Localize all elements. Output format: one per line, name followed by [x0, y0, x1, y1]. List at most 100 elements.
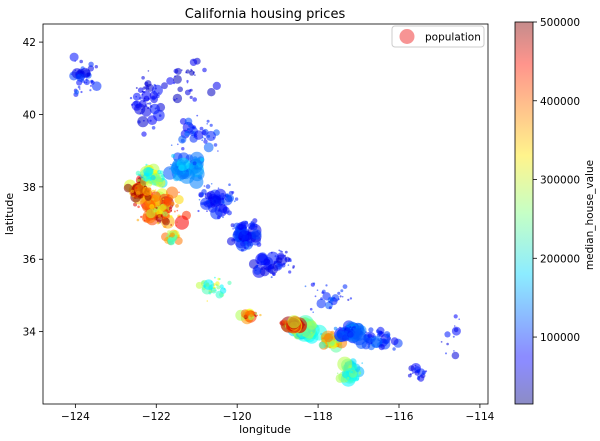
data-point [169, 232, 175, 238]
data-point [274, 269, 276, 272]
data-point [337, 356, 353, 372]
data-points [69, 52, 461, 387]
data-point [151, 126, 156, 130]
data-point [349, 326, 352, 328]
data-point [310, 331, 313, 334]
data-point [194, 74, 196, 76]
data-point [253, 266, 262, 275]
data-point [86, 72, 91, 77]
data-point [88, 61, 94, 67]
data-point [339, 295, 342, 298]
data-point [185, 169, 189, 173]
data-point [162, 217, 170, 226]
data-point [192, 161, 197, 166]
data-point [458, 318, 461, 321]
data-point [255, 264, 259, 268]
data-point [365, 337, 373, 345]
data-point [254, 312, 257, 315]
data-point [444, 331, 451, 338]
data-point [284, 257, 287, 260]
data-point [272, 273, 275, 276]
data-point [155, 214, 164, 222]
data-point [136, 218, 140, 222]
data-point [77, 85, 81, 89]
data-point [304, 285, 307, 288]
data-point [312, 311, 315, 314]
data-point [196, 114, 199, 117]
data-point [200, 197, 213, 210]
y-tick-label: 42 [23, 37, 36, 49]
x-tick-label: −116 [385, 411, 414, 423]
data-point [204, 193, 207, 196]
data-point [346, 331, 354, 338]
data-point [267, 264, 273, 270]
data-point [215, 281, 220, 286]
data-point [141, 108, 143, 111]
data-point [203, 137, 206, 140]
data-point [226, 210, 232, 216]
data-point [419, 375, 422, 378]
data-point [161, 82, 168, 90]
data-point [192, 72, 195, 75]
data-point [188, 168, 190, 170]
data-point [451, 326, 461, 336]
data-point [201, 193, 204, 196]
colorbar-tick-label: 500000 [540, 17, 580, 29]
data-point [74, 89, 80, 95]
data-point [416, 369, 419, 372]
data-point [414, 364, 417, 367]
data-point [217, 187, 220, 189]
data-point [150, 175, 156, 181]
data-point [168, 205, 171, 208]
data-point [310, 282, 315, 287]
data-point [185, 71, 188, 74]
data-point [160, 204, 167, 212]
data-point [147, 107, 150, 110]
data-point [205, 200, 210, 204]
data-point [137, 116, 149, 128]
data-point [340, 289, 344, 293]
data-point [200, 157, 205, 162]
y-tick-label: 36 [23, 254, 37, 266]
data-point [172, 237, 177, 242]
data-point [390, 337, 399, 346]
data-point [132, 92, 141, 101]
data-point [192, 126, 196, 129]
data-point [147, 102, 149, 105]
data-point [142, 186, 152, 196]
data-point [227, 194, 235, 202]
data-point [131, 189, 135, 193]
data-point [232, 228, 234, 230]
data-point [411, 372, 414, 375]
data-point [349, 369, 357, 378]
data-point [207, 88, 216, 97]
data-point [156, 209, 163, 216]
data-point [145, 83, 154, 92]
x-axis-label: longitude [239, 423, 291, 436]
data-point [316, 298, 326, 309]
data-point [329, 297, 334, 302]
data-point [206, 300, 209, 302]
data-point [202, 67, 207, 73]
data-point [166, 186, 179, 199]
data-point [275, 261, 277, 263]
data-point [201, 139, 204, 142]
data-point [453, 314, 458, 319]
data-point [215, 290, 224, 299]
data-point [284, 254, 286, 257]
data-point [184, 117, 193, 126]
data-point [243, 224, 246, 227]
data-point [370, 335, 383, 348]
data-point [156, 221, 160, 225]
data-point [91, 81, 102, 91]
data-point [322, 337, 325, 340]
data-point [192, 97, 197, 102]
data-point [90, 84, 92, 87]
data-point [246, 242, 252, 247]
data-point [217, 277, 220, 281]
data-point [140, 215, 143, 218]
data-point [163, 201, 166, 204]
data-point [270, 276, 273, 279]
data-point [392, 347, 396, 351]
data-point [203, 202, 206, 204]
